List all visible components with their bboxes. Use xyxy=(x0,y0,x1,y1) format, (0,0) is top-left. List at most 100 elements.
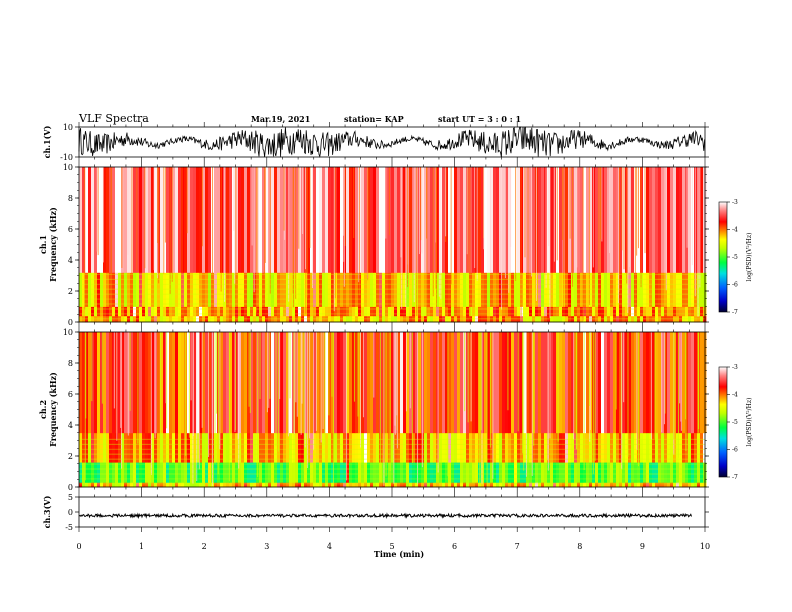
spectrum-cell xyxy=(454,482,458,488)
spectrum-cell xyxy=(367,167,371,273)
spectrum-cell xyxy=(523,462,527,483)
spectrum-streak xyxy=(269,332,271,399)
spectrum-cell xyxy=(442,462,446,483)
spectrum-cell xyxy=(445,167,449,273)
spectrum-cell xyxy=(130,432,134,463)
spectrum-cell xyxy=(436,272,440,307)
spectrum-cell xyxy=(91,432,95,463)
spectrum-cell xyxy=(220,306,224,317)
spectrum-cell xyxy=(361,482,365,488)
spectrum-cell xyxy=(205,332,209,434)
spectrum-cell xyxy=(595,482,599,488)
spectrum-cell xyxy=(637,272,641,307)
spectrum-cell xyxy=(199,306,203,317)
spectrum-streak xyxy=(664,332,666,425)
spectrum-cell xyxy=(265,167,269,273)
spectrum-cell xyxy=(277,272,281,307)
spectrum-streak xyxy=(617,167,619,304)
spectrum-cell xyxy=(301,306,305,317)
spectrum-cell xyxy=(412,482,416,488)
spectrum-cell xyxy=(616,332,620,434)
spectrum-cell xyxy=(580,482,584,488)
spectrum-cell xyxy=(469,167,473,273)
spectrum-cell xyxy=(169,272,173,307)
spectrum-cell xyxy=(610,332,614,434)
spectrum-streak xyxy=(190,332,192,401)
spectrum-cell xyxy=(343,482,347,488)
spectrum-cell xyxy=(505,306,509,317)
spectrum-cell xyxy=(487,462,491,483)
spectrum-cell xyxy=(235,482,239,488)
spectrum-streak xyxy=(421,167,423,254)
spectrum-cell xyxy=(214,272,218,307)
spectrum-cell xyxy=(133,482,137,488)
spectrum-cell xyxy=(271,332,275,434)
spectrum-cell xyxy=(670,482,674,488)
spectrum-cell xyxy=(418,306,422,317)
spectrum-cell xyxy=(349,482,353,488)
spectrum-streak xyxy=(699,167,701,288)
spectrum-cell xyxy=(121,332,125,434)
x-tick-label: 3 xyxy=(264,542,269,551)
spectrum-cell xyxy=(676,462,680,483)
spectrum-cell xyxy=(472,306,476,317)
spectrum-cell xyxy=(526,332,530,434)
spectrum-cell xyxy=(517,167,521,273)
spectrum-cell xyxy=(475,432,479,463)
spectrum-cell xyxy=(220,462,224,483)
spectrum-cell xyxy=(268,306,272,317)
spectrum-cell xyxy=(604,462,608,483)
spectrum-cell xyxy=(226,482,230,488)
spectrum-cell xyxy=(100,306,104,317)
spectrum-cell xyxy=(253,462,257,483)
spectrum-streak xyxy=(166,332,168,429)
spectrum-streak xyxy=(300,332,302,435)
spectrum-cell xyxy=(253,306,257,317)
spectrum-cell xyxy=(322,432,326,463)
spectrum-cell xyxy=(646,272,650,307)
spectrum-streak xyxy=(467,167,469,272)
spectrum-cell xyxy=(214,306,218,317)
spectrum-cell xyxy=(397,482,401,488)
spectrum-cell xyxy=(658,272,662,307)
spectrum-cell xyxy=(283,332,287,434)
spectrum-cell xyxy=(499,306,503,317)
spectrum-cell xyxy=(148,482,152,488)
spectrum-cell xyxy=(484,167,488,273)
spectrum-cell xyxy=(439,332,443,434)
spectrum-streak xyxy=(432,167,434,297)
x-tick-label: 5 xyxy=(389,542,394,551)
spectrum-cell xyxy=(655,332,659,434)
spectrum-streak xyxy=(248,332,250,407)
spectrum-streak xyxy=(357,332,359,417)
spectrum-cell xyxy=(511,482,515,488)
spectrum-cell xyxy=(631,167,635,273)
spectrum-cell xyxy=(331,306,335,317)
spectrum-cell xyxy=(415,462,419,483)
spectrum-cell xyxy=(148,272,152,307)
spectrum-cell xyxy=(535,332,539,434)
spectrum-streak xyxy=(691,167,693,266)
spectrum-cell xyxy=(613,306,617,317)
spectrum-cell xyxy=(136,272,140,307)
spectrum-cell xyxy=(235,306,239,317)
spectrum-cell xyxy=(91,462,95,483)
spectrum-cell xyxy=(127,306,131,317)
spectrum-streak xyxy=(287,332,289,437)
spectrum-cell xyxy=(664,432,668,463)
spectrum-cell xyxy=(505,482,509,488)
spectrum-cell xyxy=(622,462,626,483)
spectrum-cell xyxy=(340,167,344,273)
spectrum-cell xyxy=(328,482,332,488)
spectrum-cell xyxy=(226,332,230,434)
spectrum-cell xyxy=(229,306,233,317)
spectrum-cell xyxy=(523,306,527,317)
spectrum-cell xyxy=(430,462,434,483)
spectrum-cell xyxy=(259,306,263,317)
spectrum-streak xyxy=(627,167,629,314)
spectrum-cell xyxy=(577,332,581,434)
spectrum-streak xyxy=(599,167,601,276)
spectrum-cell xyxy=(310,482,314,488)
spectrum-cell xyxy=(112,482,116,488)
spectrum-cell xyxy=(256,306,260,317)
